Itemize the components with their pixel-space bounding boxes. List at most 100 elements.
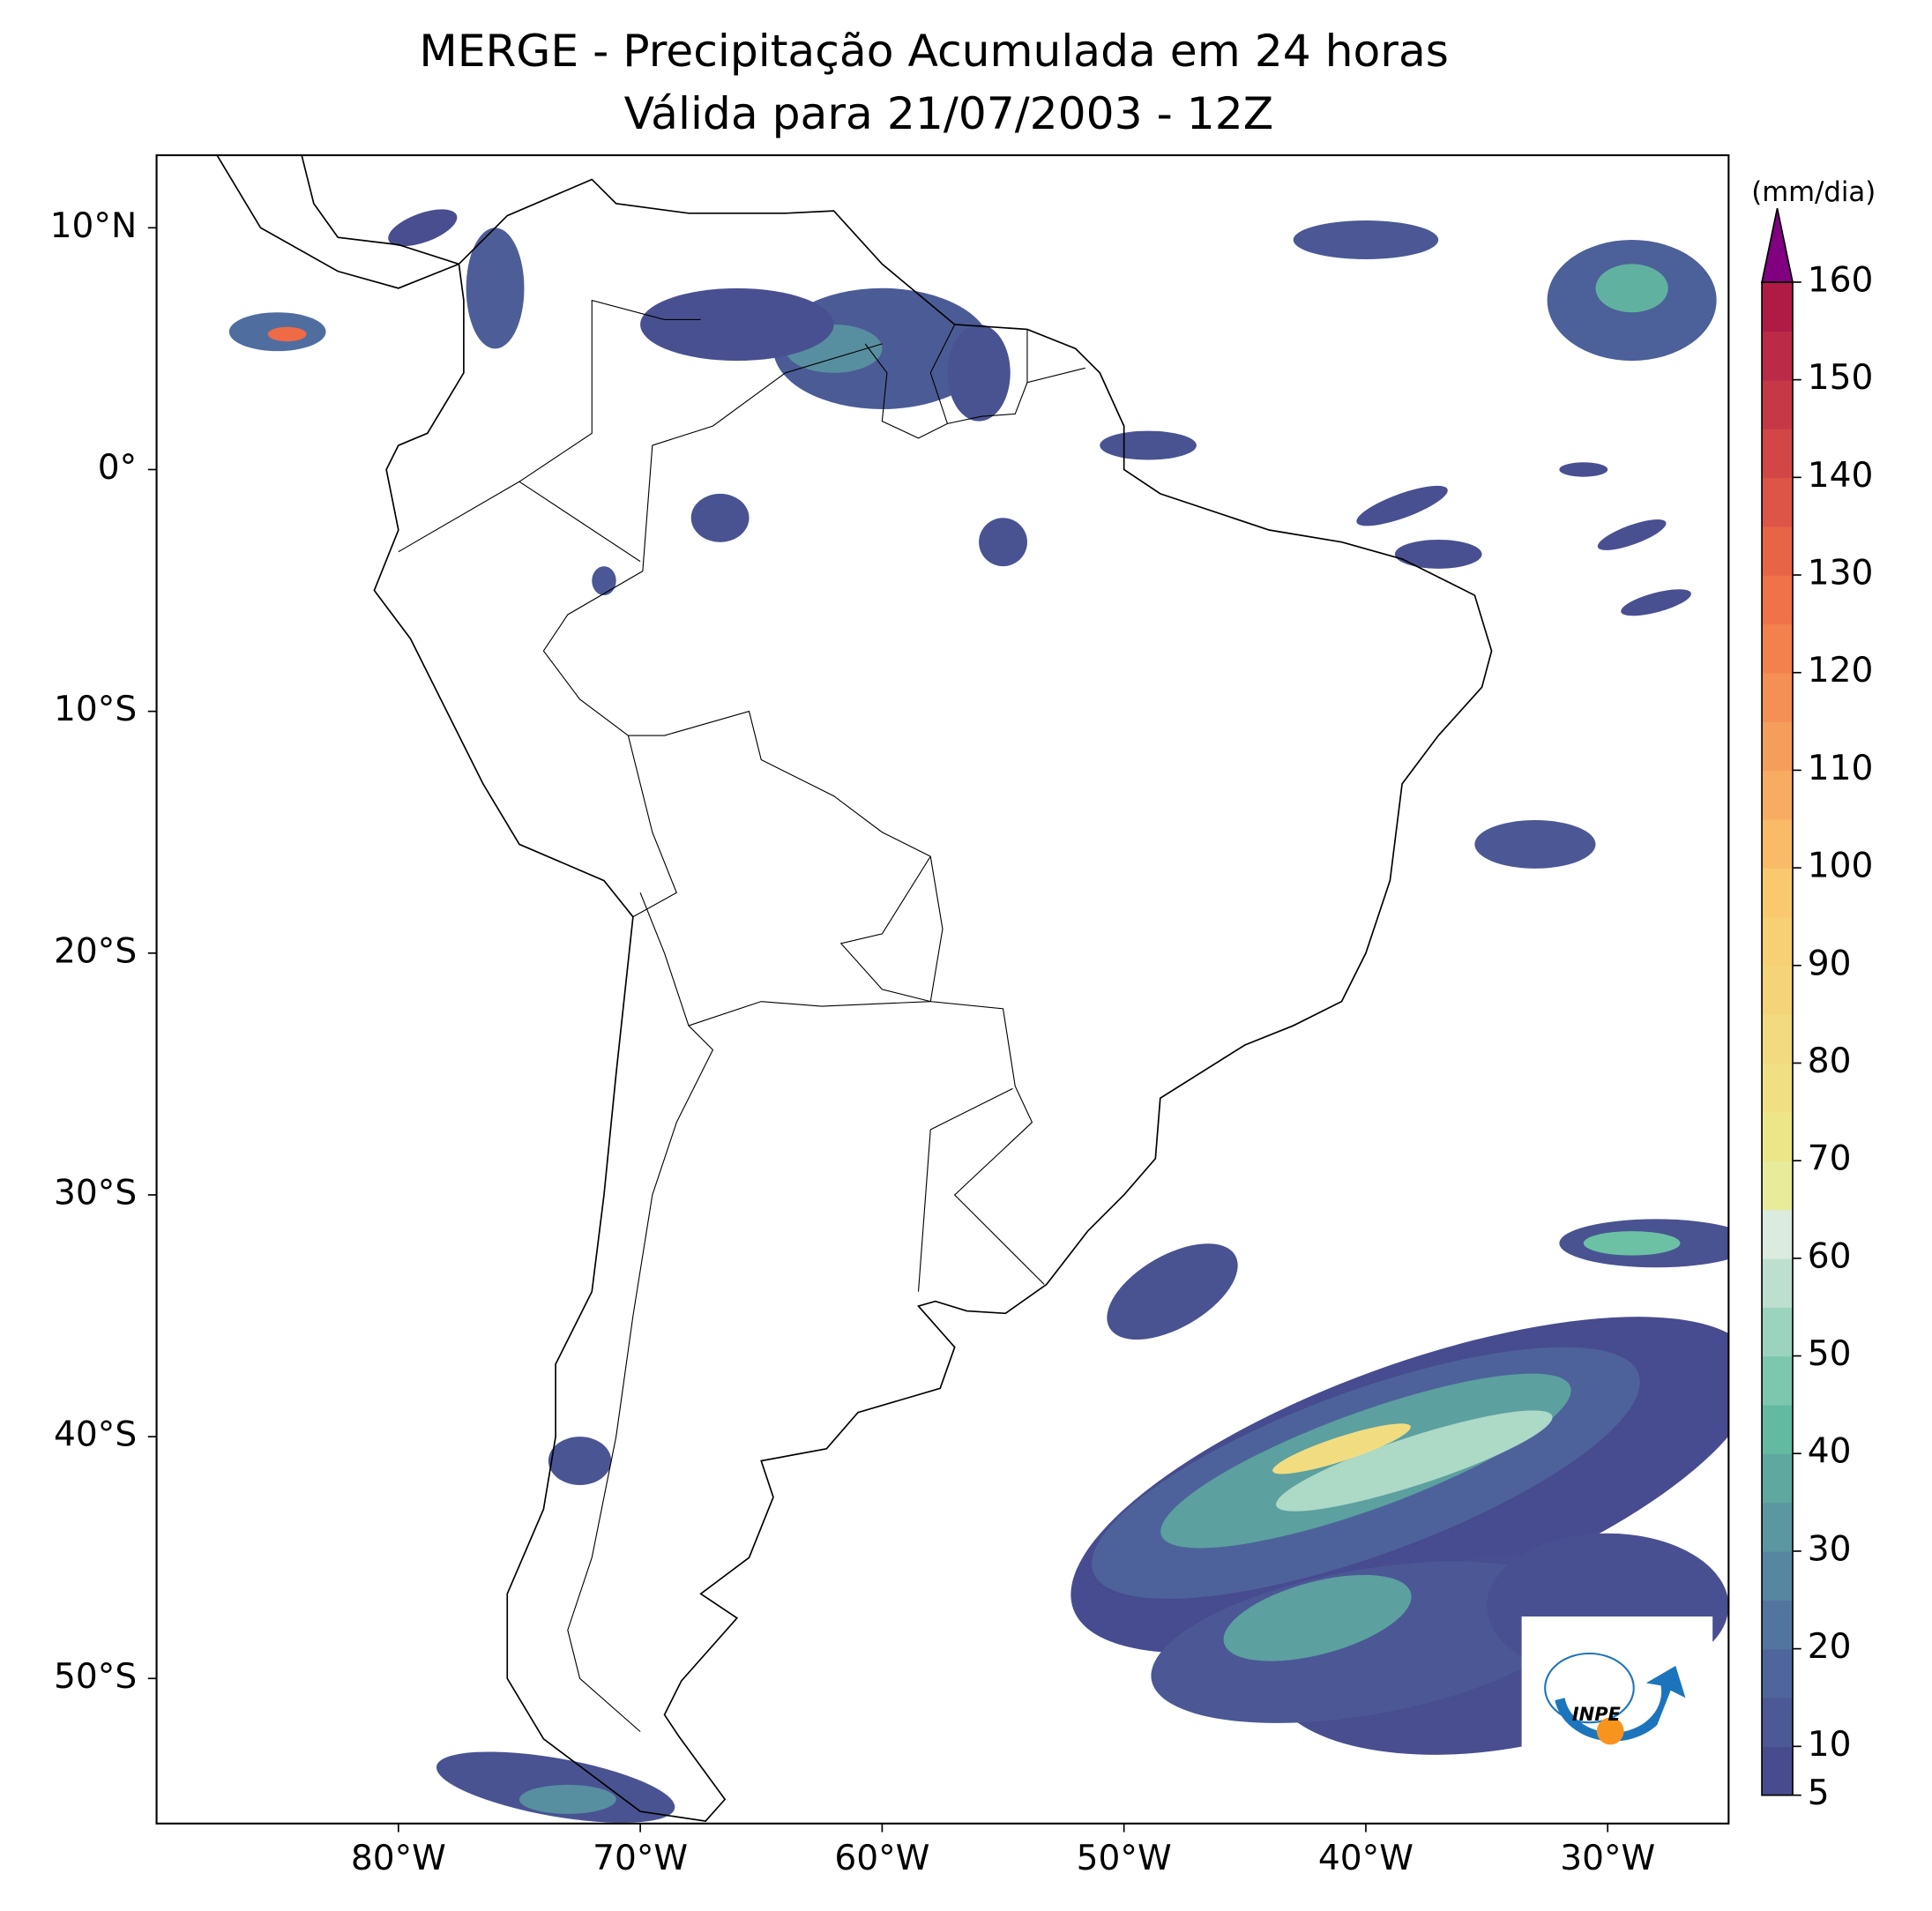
colorbar-band bbox=[1762, 868, 1793, 918]
subtitle: Válida para 21/07/2003 - 12Z bbox=[624, 87, 1273, 139]
logo: INPE bbox=[1521, 1616, 1713, 1777]
colorbar-band bbox=[1762, 281, 1793, 332]
colorbar-band bbox=[1762, 1746, 1793, 1796]
precip-area bbox=[548, 1437, 612, 1485]
border bbox=[688, 1001, 931, 1026]
x-tick-label: 60°W bbox=[834, 1839, 929, 1878]
colorbar-band bbox=[1762, 1161, 1793, 1211]
precip-area bbox=[592, 566, 616, 596]
colorbar-band bbox=[1762, 1014, 1793, 1064]
colorbar-band bbox=[1762, 672, 1793, 722]
colorbar-tick-label: 120 bbox=[1808, 651, 1874, 690]
border bbox=[929, 324, 956, 424]
precip-area bbox=[1100, 430, 1197, 460]
map-layers bbox=[216, 155, 1729, 1823]
precip-area bbox=[1276, 1410, 1553, 1512]
precip-area bbox=[1621, 589, 1691, 616]
colorbar-band bbox=[1762, 1258, 1793, 1308]
y-tick-label: 30°S bbox=[54, 1173, 137, 1213]
colorbar-tick-label: 40 bbox=[1808, 1432, 1852, 1472]
colorbar-band bbox=[1762, 379, 1793, 429]
border bbox=[839, 855, 931, 1003]
colorbar: (mm/dia) 5 10 20 30 40 50 60 70 80 90 100 110 120 130 1… bbox=[1751, 176, 1876, 1813]
precip-area bbox=[388, 209, 458, 247]
precip-area bbox=[1583, 1231, 1681, 1256]
x-tick-label: 70°W bbox=[593, 1839, 688, 1878]
colorbar-tick-label: 100 bbox=[1808, 847, 1874, 886]
precip-area bbox=[1474, 819, 1596, 869]
colorbar-band bbox=[1762, 1697, 1793, 1748]
border bbox=[917, 1087, 1013, 1292]
y-tick-label: 20°S bbox=[54, 931, 137, 971]
colorbar-tick-label: 140 bbox=[1808, 456, 1874, 496]
map-area: 80°W 70°W 60°W 50°W 40°W 30°W 10°N 0° 10°S 20°S 30… bbox=[50, 153, 1730, 1878]
precip-area bbox=[518, 1784, 616, 1814]
border bbox=[567, 892, 714, 1733]
x-tick-label: 80°W bbox=[351, 1839, 446, 1878]
colorbar-tick-label: 150 bbox=[1808, 358, 1874, 398]
colorbar-tick-label: 20 bbox=[1808, 1627, 1852, 1667]
colorbar-tick-label: 10 bbox=[1808, 1725, 1852, 1765]
colorbar-tick-label: 80 bbox=[1808, 1041, 1852, 1081]
colorbar-band bbox=[1762, 1404, 1793, 1454]
colorbar-tick-label: 90 bbox=[1808, 944, 1852, 983]
border bbox=[518, 481, 641, 563]
y-tick-label: 10°N bbox=[50, 206, 138, 246]
precip-area bbox=[1223, 1574, 1412, 1661]
precip-area bbox=[690, 493, 750, 542]
map-frame bbox=[155, 153, 1730, 1825]
colorbar-band bbox=[1762, 770, 1793, 820]
colorbar-band bbox=[1762, 1063, 1793, 1113]
border bbox=[398, 299, 701, 553]
colorbar-band bbox=[1762, 1111, 1793, 1161]
colorbar-tick-label: 70 bbox=[1808, 1139, 1852, 1179]
colorbar-band bbox=[1762, 1550, 1793, 1601]
colorbar-band bbox=[1762, 1307, 1793, 1357]
colorbar-band bbox=[1762, 575, 1793, 625]
colorbar-band bbox=[1762, 1209, 1793, 1259]
precip-area bbox=[947, 324, 1011, 422]
colorbar-label: (mm/dia) bbox=[1751, 176, 1876, 208]
logo-swoosh bbox=[1555, 1665, 1686, 1742]
colorbar-tick-label: 130 bbox=[1808, 554, 1874, 593]
precip-area bbox=[1394, 539, 1482, 569]
colorbar-band bbox=[1762, 965, 1793, 1015]
colorbar-band bbox=[1762, 1600, 1793, 1650]
precip-area bbox=[1151, 1561, 1581, 1723]
precip-area bbox=[1597, 519, 1667, 550]
y-tick-label: 40°S bbox=[54, 1415, 137, 1455]
colorbar-tick-label: 160 bbox=[1808, 260, 1874, 300]
precip-area bbox=[1272, 1423, 1411, 1474]
logo-box bbox=[1521, 1616, 1713, 1777]
logo-orbit bbox=[1544, 1652, 1635, 1724]
logo-text: INPE bbox=[1572, 1704, 1622, 1725]
colorbar-tick-label: 30 bbox=[1808, 1529, 1852, 1569]
colorbar-band bbox=[1762, 1355, 1793, 1406]
colorbar-band bbox=[1762, 331, 1793, 381]
colorbar-band bbox=[1762, 1648, 1793, 1698]
x-tick-label: 40°W bbox=[1318, 1839, 1414, 1878]
logo-sun bbox=[1596, 1717, 1624, 1745]
border bbox=[542, 343, 1045, 1285]
precip-area bbox=[640, 287, 834, 362]
title: MERGE - Precipitação Acumulada em 24 hor… bbox=[419, 25, 1449, 77]
coastline bbox=[216, 155, 1493, 1822]
border bbox=[627, 735, 677, 918]
colorbar-tick-label: 50 bbox=[1808, 1334, 1852, 1374]
precip-area bbox=[1293, 220, 1439, 259]
precip-area bbox=[1356, 485, 1448, 526]
colorbar-band bbox=[1762, 477, 1793, 527]
colorbar-band bbox=[1762, 526, 1793, 576]
colorbar-band bbox=[1762, 428, 1793, 479]
colorbar-band bbox=[1762, 1502, 1793, 1552]
colorbar-band bbox=[1762, 818, 1793, 869]
colorbar-band bbox=[1762, 721, 1793, 772]
colorbar-tick-label: 110 bbox=[1808, 749, 1874, 788]
colorbar-band bbox=[1762, 623, 1793, 674]
colorbar-tick-label: 5 bbox=[1808, 1773, 1830, 1813]
y-tick-label: 0° bbox=[98, 448, 137, 488]
precip-area bbox=[1595, 264, 1668, 313]
colorbar-band bbox=[1762, 1453, 1793, 1504]
precip-area bbox=[267, 326, 307, 342]
precip-area bbox=[979, 518, 1027, 567]
